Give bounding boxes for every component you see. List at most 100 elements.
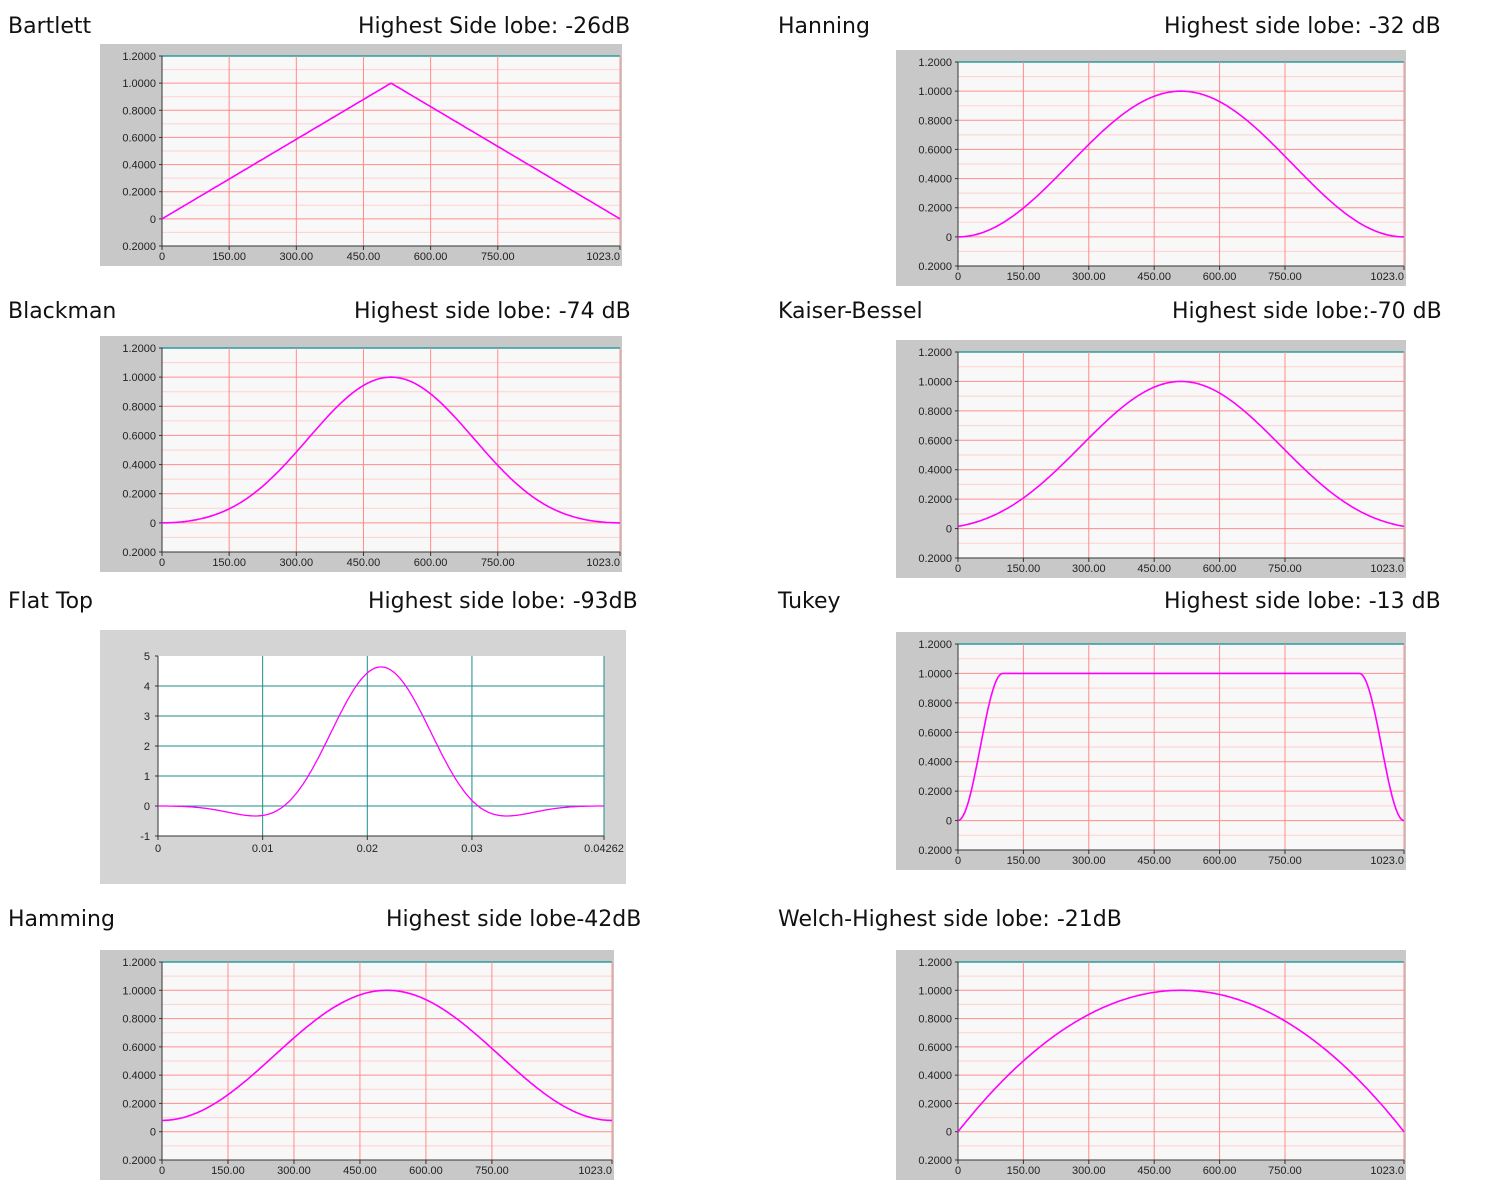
x-tick-label: 150.00: [1007, 1165, 1041, 1177]
y-tick-label: 1.0000: [918, 376, 952, 388]
x-tick-label: 0: [159, 1165, 165, 1177]
x-tick-label: 750.00: [1268, 271, 1302, 283]
x-tick-label: 0: [955, 855, 961, 867]
y-tick-label: 1.0000: [918, 86, 952, 98]
window-curve: [162, 989, 612, 1122]
y-tick-label: 0: [150, 214, 156, 226]
x-tick-label: 1023.0: [1370, 271, 1404, 283]
y-tick-label: 0: [150, 1127, 156, 1139]
y-tick-label: 0.2000: [122, 241, 156, 253]
x-tick-label: 450.00: [1137, 855, 1171, 867]
y-tick-label: 0.2000: [918, 786, 952, 798]
y-tick-label: 1.2000: [122, 343, 156, 355]
y-tick-label: 0.8000: [122, 105, 156, 117]
y-tick-label: 0.8000: [122, 401, 156, 413]
x-tick-label: 600.00: [414, 251, 448, 263]
x-tick-label: 450.00: [1137, 1165, 1171, 1177]
x-tick-label: 600.00: [1203, 1165, 1237, 1177]
window-curve: [957, 90, 1405, 238]
x-tick-label: 750.00: [1268, 563, 1302, 575]
window-curve: [161, 376, 620, 524]
bartlett-chart: 1.2000 1.0000 0.8000 0.6000 0.4000 0.2000 0 0.2…: [100, 44, 622, 266]
hamming-name: Hamming: [8, 907, 115, 932]
x-tick-label: 0.04262: [584, 843, 624, 855]
kaiser-lobe: Highest side lobe:-70 dB: [1172, 299, 1442, 324]
x-tick-label: 300.00: [1072, 271, 1106, 283]
x-tick-label: 0.01: [252, 843, 273, 855]
x-tick-label: 0: [955, 563, 961, 575]
y-tick-label: 0.2000: [122, 1155, 156, 1167]
y-tick-label: 1.0000: [122, 985, 156, 997]
y-tick-label: 1.2000: [122, 51, 156, 63]
kaiser-name: Kaiser-Bessel: [778, 299, 923, 324]
y-tick-label: 1.0000: [122, 78, 156, 90]
y-tick-label: 0.8000: [918, 1014, 952, 1026]
x-tick-label: 450.00: [347, 251, 381, 263]
window-curve: [957, 672, 1405, 822]
x-tick-label: 150.00: [1007, 855, 1041, 867]
y-tick-label: 1.0000: [918, 668, 952, 680]
x-tick-label: 750.00: [481, 251, 515, 263]
y-tick-label: 0: [946, 816, 952, 828]
y-tick-label: 1.2000: [918, 347, 952, 359]
x-tick-label: 600.00: [1203, 563, 1237, 575]
x-tick-label: 600.00: [409, 1165, 443, 1177]
y-tick-label: 0.8000: [918, 698, 952, 710]
y-tick-label: 0.8000: [918, 115, 952, 127]
x-tick-label: 150.00: [1007, 563, 1041, 575]
x-tick-label: 1023.0: [1370, 1165, 1404, 1177]
y-tick-label: 1: [144, 771, 150, 783]
blackman-chart: 1.2000 1.0000 0.8000 0.6000 0.4000 0.2000 0 0.2…: [100, 336, 622, 572]
y-tick-label: 1.2000: [918, 639, 952, 651]
tukey-chart: 1.2000 1.0000 0.8000 0.6000 0.4000 0.2000 0 0.2…: [896, 632, 1406, 870]
x-tick-label: 300.00: [1072, 563, 1106, 575]
x-tick-label: 750.00: [1268, 1165, 1302, 1177]
y-tick-label: 0.2000: [918, 845, 952, 857]
bartlett-lobe: Highest Side lobe: -26dB: [358, 14, 631, 39]
y-tick-label: 0.2000: [918, 553, 952, 565]
y-tick-label: 0.4000: [122, 160, 156, 172]
hamming-chart: 1.2000 1.0000 0.8000 0.6000 0.4000 0.2000 0 0.2…: [100, 950, 614, 1180]
y-tick-label: 0.4000: [918, 1070, 952, 1082]
y-tick-label: 1.0000: [918, 985, 952, 997]
x-tick-label: 150.00: [212, 557, 246, 569]
x-tick-label: 0: [159, 251, 165, 263]
y-tick-label: 0.4000: [918, 757, 952, 769]
window-curve: [957, 989, 1405, 1133]
y-tick-label: 1.2000: [918, 57, 952, 69]
hanning-name: Hanning: [778, 14, 870, 39]
window-curve: [161, 82, 621, 220]
y-tick-label: 0: [946, 1127, 952, 1139]
x-tick-label: 0: [955, 271, 961, 283]
x-tick-label: 300.00: [1072, 1165, 1106, 1177]
y-tick-label: 0: [150, 518, 156, 530]
hanning-chart: 1.2000 1.0000 0.8000 0.6000 0.4000 0.2000 0 0.2…: [896, 50, 1406, 286]
y-tick-label: 0.6000: [122, 1042, 156, 1054]
y-tick-label: 0: [946, 524, 952, 536]
y-tick-label: 0.2000: [122, 187, 156, 199]
x-tick-label: 300.00: [1072, 855, 1106, 867]
x-tick-label: 0: [155, 843, 161, 855]
welch-chart: 1.2000 1.0000 0.8000 0.6000 0.4000 0.2000 0 0.2…: [896, 950, 1406, 1180]
y-tick-label: 1.2000: [918, 957, 952, 969]
flattop-name: Flat Top: [8, 589, 93, 614]
blackman-name: Blackman: [8, 299, 117, 324]
bartlett-name: Bartlett: [8, 14, 92, 39]
y-tick-label: 0: [144, 801, 150, 813]
y-tick-label: 0.6000: [918, 1042, 952, 1054]
y-tick-label: 0: [946, 232, 952, 244]
y-tick-label: 0.6000: [918, 144, 952, 156]
window-curve: [158, 666, 604, 817]
x-tick-label: 150.00: [1007, 271, 1041, 283]
y-tick-label: 0.2000: [122, 489, 156, 501]
y-tick-label: 0.4000: [918, 174, 952, 186]
x-tick-label: 300.00: [277, 1165, 311, 1177]
kaiser-chart: 1.2000 1.0000 0.8000 0.6000 0.4000 0.2000 0 0.2…: [896, 340, 1406, 578]
x-tick-label: 0: [159, 557, 165, 569]
y-tick-label: 0.2000: [918, 1098, 952, 1110]
x-tick-label: 150.00: [211, 1165, 245, 1177]
x-tick-label: 750.00: [1268, 855, 1302, 867]
x-tick-label: 0.02: [357, 843, 378, 855]
window-curve: [957, 380, 1405, 528]
x-tick-label: 1023.0: [586, 251, 620, 263]
